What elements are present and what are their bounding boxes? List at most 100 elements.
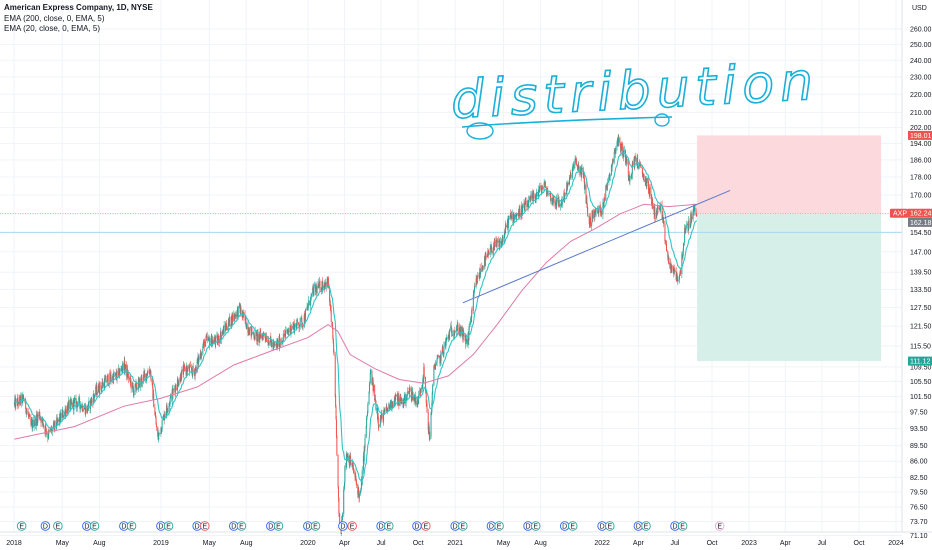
candle-body xyxy=(61,412,63,418)
candle-body xyxy=(507,219,509,228)
candle-body xyxy=(671,266,673,273)
candle-body xyxy=(166,404,168,410)
candle-body xyxy=(306,306,308,311)
candle-body xyxy=(302,323,304,326)
candle-body xyxy=(222,331,224,335)
candle-body xyxy=(612,159,614,163)
candle-body xyxy=(365,425,367,438)
candle-body xyxy=(367,404,369,413)
candle-body xyxy=(539,185,541,190)
candle-body xyxy=(583,173,585,179)
event-marker-glyph: E xyxy=(497,523,502,530)
earnings-marker-icon xyxy=(89,521,100,531)
candle-body xyxy=(178,384,180,386)
candle-body xyxy=(509,215,511,218)
candle-body xyxy=(573,164,575,169)
candle-body xyxy=(224,325,226,328)
candle-body xyxy=(564,195,566,200)
price-tag-symbol: AXP xyxy=(893,211,907,218)
candle-body xyxy=(143,374,145,383)
candle-body xyxy=(437,355,439,357)
candle-body xyxy=(306,306,308,308)
candle-body xyxy=(296,319,298,323)
candle-body xyxy=(440,352,442,361)
candle-body xyxy=(642,174,644,177)
candle-body xyxy=(586,196,588,204)
candle-body xyxy=(647,177,649,182)
candle-body xyxy=(547,193,549,195)
candle-body xyxy=(604,197,606,201)
candle-body xyxy=(575,158,577,166)
candle-body xyxy=(350,464,352,466)
candle-body xyxy=(87,408,89,411)
candle-body xyxy=(499,241,501,244)
candle-body xyxy=(513,214,515,220)
candle-body xyxy=(616,142,618,148)
candle-body xyxy=(684,227,686,243)
candle-body xyxy=(429,436,431,440)
time-tick-label: Jul xyxy=(377,540,386,547)
candle-body xyxy=(381,413,383,419)
candle-body xyxy=(650,187,652,196)
candle-body xyxy=(433,366,435,386)
candle-body xyxy=(561,200,563,205)
candle-body xyxy=(425,390,427,403)
candle-body xyxy=(194,370,196,377)
candle-body xyxy=(654,218,656,219)
candle-body xyxy=(47,437,49,438)
price-tag-symbol-box xyxy=(890,208,908,218)
candle-body xyxy=(94,394,96,398)
candle-body xyxy=(432,385,434,393)
candle-body xyxy=(375,400,377,411)
candle-body xyxy=(168,405,170,412)
candle-body xyxy=(302,325,304,327)
candle-body xyxy=(136,388,138,390)
candle-body xyxy=(251,328,253,334)
candle-body xyxy=(460,326,462,335)
candle-body xyxy=(56,418,58,427)
dividend-marker-icon xyxy=(338,521,348,531)
candle-body xyxy=(648,190,650,193)
event-marker-glyph: D xyxy=(268,523,273,530)
candle-body xyxy=(260,333,262,339)
candle-body xyxy=(586,203,588,208)
candle-body xyxy=(353,470,355,474)
candle-body xyxy=(158,435,160,440)
candle-body xyxy=(691,216,693,219)
candle-body xyxy=(635,158,637,159)
candle-body xyxy=(446,338,448,340)
candle-body xyxy=(356,482,358,485)
candle-body xyxy=(254,331,256,340)
time-tick-label: 2021 xyxy=(447,540,463,547)
candle-body xyxy=(271,342,273,348)
time-tick-label: Aug xyxy=(93,540,106,547)
candle-body xyxy=(587,207,589,216)
candle-body xyxy=(651,199,653,209)
legend-ema20: EMA (20, close, 0, EMA, 5) xyxy=(4,24,101,33)
earnings-marker-icon xyxy=(200,521,210,531)
candle-body xyxy=(602,202,604,204)
candle-body xyxy=(19,396,21,405)
candle-body xyxy=(536,192,538,193)
candle-body xyxy=(192,366,194,372)
candle-body xyxy=(647,181,649,191)
candle-body xyxy=(191,367,193,371)
candle-body xyxy=(620,150,622,153)
candle-body xyxy=(96,385,98,395)
candle-body xyxy=(26,410,28,412)
time-tick-label: 2019 xyxy=(153,540,169,547)
candle-body xyxy=(368,384,370,392)
candle-body xyxy=(172,389,174,396)
candle-body xyxy=(177,380,179,386)
candle-body xyxy=(348,455,350,466)
candle-body xyxy=(695,207,697,213)
candle-body xyxy=(68,400,70,409)
candle-body xyxy=(374,385,376,401)
event-marker-glyph: D xyxy=(636,523,641,530)
candle-body xyxy=(349,462,351,466)
candle-body xyxy=(499,243,501,250)
candle-body xyxy=(167,411,169,412)
candle-body xyxy=(544,181,546,189)
price-tick-label: 170.00 xyxy=(910,192,932,199)
